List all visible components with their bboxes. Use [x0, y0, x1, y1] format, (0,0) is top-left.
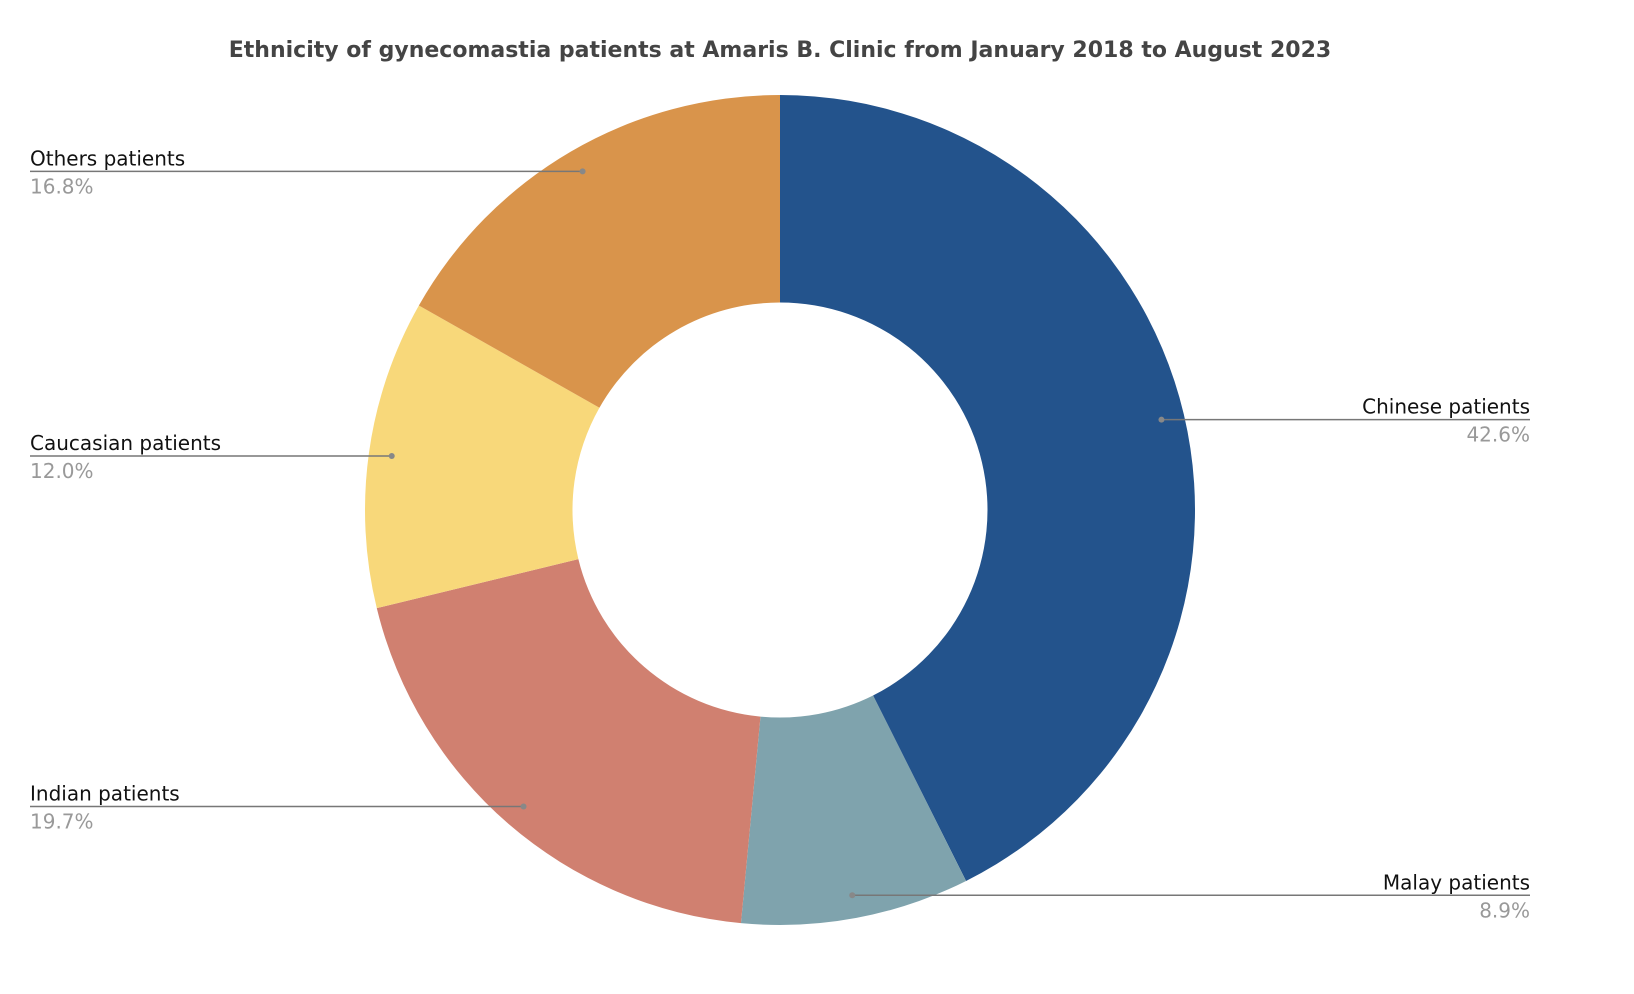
chart-title: Ethnicity of gynecomastia patients at Am…: [229, 38, 1331, 63]
leader-dot: [1158, 416, 1165, 423]
value-label: 12.0%: [30, 459, 94, 483]
slice: [780, 95, 1195, 881]
leader-dot: [388, 452, 395, 459]
slice-label: Chinese patients: [1362, 395, 1530, 419]
slice: [740, 695, 967, 925]
value-label: 19.7%: [30, 809, 94, 833]
leader-dot: [579, 168, 586, 175]
leader-dot: [849, 892, 856, 899]
value-label: 42.6%: [1466, 423, 1530, 447]
slice-label: Malay patients: [1383, 870, 1530, 894]
slice-label: Indian patients: [30, 781, 180, 805]
value-label: 8.9%: [1479, 898, 1530, 922]
slice: [376, 559, 761, 924]
slice-label: Caucasian patients: [30, 431, 221, 455]
leader-dot: [520, 803, 527, 810]
value-label: 16.8%: [30, 174, 94, 198]
slice: [418, 95, 780, 408]
slice: [364, 305, 600, 609]
slice-label: Others patients: [30, 146, 185, 170]
